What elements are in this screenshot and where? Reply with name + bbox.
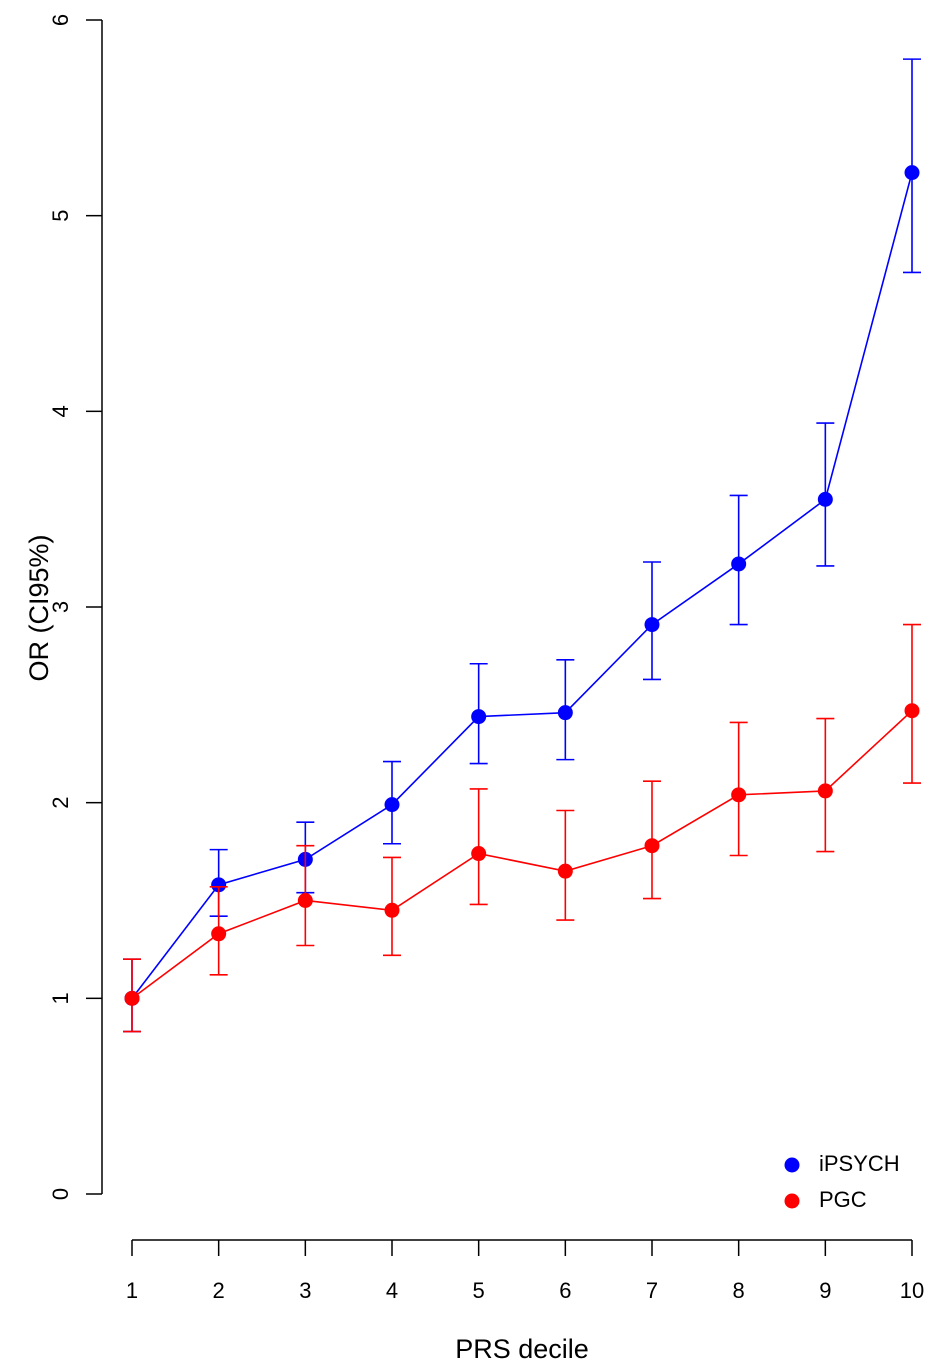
data-point xyxy=(297,893,313,908)
series-pgc xyxy=(123,623,921,1033)
data-point xyxy=(731,556,747,572)
data-point xyxy=(471,709,487,725)
y-tick-label: 1 xyxy=(48,992,73,1004)
y-axis-title: OR (CI95%) xyxy=(24,534,54,681)
x-tick-label: 7 xyxy=(646,1278,658,1303)
x-tick-label: 5 xyxy=(473,1278,485,1303)
legend-marker-pgc xyxy=(784,1193,800,1209)
legend-label-pgc: PGC xyxy=(819,1187,867,1212)
x-tick-label: 6 xyxy=(559,1278,571,1303)
data-point xyxy=(124,990,140,1006)
data-point xyxy=(384,797,400,813)
x-tick-label: 9 xyxy=(819,1278,831,1303)
y-tick-label: 0 xyxy=(48,1188,73,1200)
y-tick-label: 4 xyxy=(48,405,73,417)
data-point xyxy=(211,877,227,893)
data-point xyxy=(904,165,920,181)
legend-label-ipsych: iPSYCH xyxy=(819,1151,900,1176)
series-line xyxy=(131,710,913,999)
y-tick-label: 2 xyxy=(48,797,73,809)
legend-marker-ipsych xyxy=(784,1157,800,1173)
data-point xyxy=(557,705,573,721)
x-axis-title: PRS decile xyxy=(455,1334,589,1364)
series-line xyxy=(131,172,913,999)
data-point xyxy=(904,703,920,719)
x-axis: 1 2 3 4 5 6 7 8 9 10 xyxy=(126,1239,924,1303)
data-point xyxy=(471,846,487,862)
x-tick-label: 2 xyxy=(213,1278,225,1303)
data-point xyxy=(644,838,660,854)
x-tick-label: 3 xyxy=(299,1278,311,1303)
y-tick-label: 3 xyxy=(48,601,73,613)
x-tick-label: 4 xyxy=(386,1278,398,1303)
y-axis: 0 1 2 3 4 5 6 xyxy=(48,14,103,1200)
series-ipsych xyxy=(123,58,921,1033)
x-tick-label: 8 xyxy=(733,1278,745,1303)
x-tick-label: 10 xyxy=(900,1278,924,1303)
data-point xyxy=(211,926,227,942)
y-tick-label: 6 xyxy=(48,14,73,26)
data-point xyxy=(731,787,747,803)
data-point xyxy=(557,863,573,879)
data-point xyxy=(384,902,400,918)
x-tick-label: 1 xyxy=(126,1278,138,1303)
data-point xyxy=(644,617,660,633)
y-tick-label: 5 xyxy=(48,210,73,222)
legend: iPSYCH PGC xyxy=(784,1151,900,1212)
data-point xyxy=(817,491,833,507)
data-point xyxy=(817,783,833,799)
series-layer xyxy=(123,58,921,1033)
